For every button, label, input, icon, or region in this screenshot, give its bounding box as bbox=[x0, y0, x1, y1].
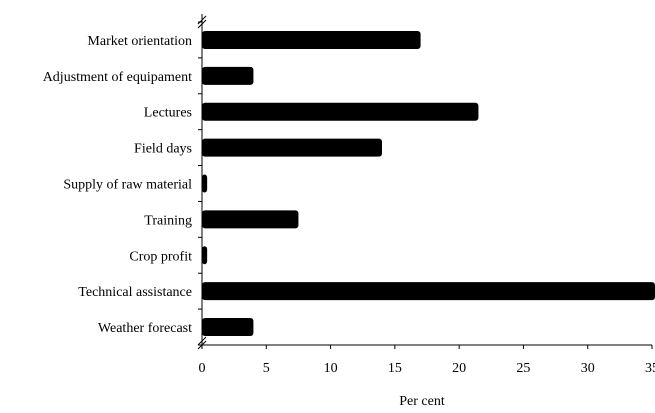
category-label: Training bbox=[144, 213, 192, 228]
category-label: Market orientation bbox=[87, 34, 192, 49]
x-tick-label: 25 bbox=[516, 361, 530, 376]
x-ticks: 0 5 10 15 20 25 30 35 bbox=[199, 345, 655, 376]
category-label: Technical assistance bbox=[78, 285, 192, 300]
bar bbox=[202, 30, 421, 49]
x-tick-label: 15 bbox=[388, 361, 402, 376]
category-label: Lectures bbox=[144, 106, 192, 121]
category-label: Crop profit bbox=[129, 249, 192, 264]
bar bbox=[202, 282, 655, 301]
x-tick-label: 30 bbox=[581, 361, 595, 376]
bar bbox=[202, 102, 479, 121]
bars-group bbox=[202, 30, 655, 337]
x-tick-label: 20 bbox=[452, 361, 466, 376]
category-label: Supply of raw material bbox=[63, 178, 192, 193]
y-axis-break-mark bbox=[197, 15, 207, 29]
bar bbox=[202, 246, 208, 265]
bar bbox=[202, 66, 254, 85]
bar bbox=[202, 174, 208, 193]
bar bbox=[202, 138, 382, 157]
x-tick-label: 35 bbox=[645, 361, 655, 376]
x-tick-label: 10 bbox=[324, 361, 338, 376]
category-label: Weather forecast bbox=[98, 321, 192, 336]
x-tick-label: 0 bbox=[199, 361, 206, 376]
category-labels: Market orientation Adjustment of equipame… bbox=[43, 34, 192, 336]
bar bbox=[202, 318, 254, 337]
category-label: Adjustment of equipament bbox=[43, 70, 192, 85]
category-label: Field days bbox=[134, 142, 192, 157]
axes bbox=[197, 14, 652, 350]
x-axis-title: Per cent bbox=[399, 394, 445, 409]
bar bbox=[202, 210, 299, 229]
x-tick-label: 5 bbox=[263, 361, 270, 376]
